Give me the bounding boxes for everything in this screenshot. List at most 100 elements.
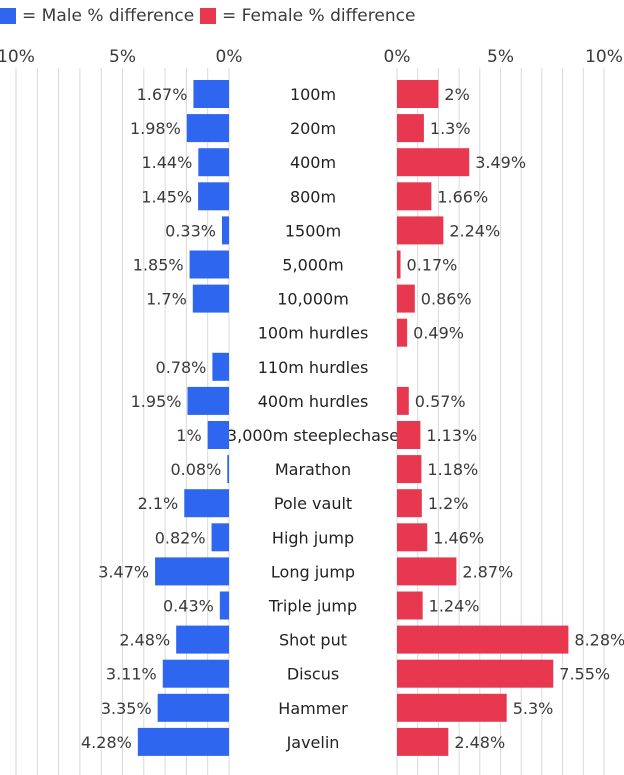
male-value-label: 1.45% <box>141 187 192 206</box>
female-bar <box>397 727 449 756</box>
category-label: 100m <box>290 85 336 104</box>
tick-label-right: 10% <box>585 47 623 67</box>
category-label: 110m hurdles <box>258 358 369 377</box>
category-label: Triple jump <box>268 597 357 616</box>
female-bar <box>397 386 409 415</box>
female-value-label: 1.18% <box>427 460 478 479</box>
male-value-label: 0.33% <box>165 221 216 240</box>
tick-label-left: 5% <box>109 47 136 67</box>
male-bar <box>219 591 229 620</box>
male-bar <box>198 148 229 177</box>
category-label: Hammer <box>278 699 348 718</box>
female-bar <box>397 216 444 245</box>
tick-label-right: 5% <box>487 47 514 67</box>
male-bar <box>192 284 229 313</box>
male-bar <box>207 421 229 449</box>
female-swatch <box>200 8 216 24</box>
female-bar <box>397 284 415 313</box>
female-bar <box>397 523 428 552</box>
male-value-label: 1.85% <box>133 256 184 275</box>
female-bar <box>397 114 424 143</box>
female-bar <box>397 80 439 108</box>
male-bar <box>221 216 229 245</box>
female-bar <box>397 318 408 347</box>
legend-label-female: = Female % difference <box>222 6 416 26</box>
female-bar <box>397 693 507 722</box>
female-value-label: 1.66% <box>437 187 488 206</box>
male-value-label: 3.47% <box>98 562 149 581</box>
male-value-label: 1% <box>176 426 201 445</box>
category-label: Shot put <box>279 631 347 650</box>
female-bar <box>397 591 423 620</box>
female-value-label: 2.87% <box>462 562 513 581</box>
female-value-label: 1.24% <box>429 597 480 616</box>
female-value-label: 0.49% <box>413 324 464 343</box>
male-bar <box>162 659 229 688</box>
female-value-label: 2% <box>444 85 469 104</box>
female-bar <box>397 250 401 279</box>
female-bar <box>397 557 457 586</box>
male-bar <box>193 80 229 108</box>
female-value-label: 7.55% <box>559 665 610 684</box>
female-value-label: 1.2% <box>428 494 469 513</box>
category-label: 3,000m steeplechase <box>227 426 399 445</box>
female-value-label: 5.3% <box>513 699 554 718</box>
male-value-label: 1.67% <box>137 85 188 104</box>
male-bar <box>187 386 229 415</box>
female-bar <box>397 182 432 211</box>
legend-label-male: = Male % difference <box>22 6 195 26</box>
female-bar <box>397 455 422 484</box>
category-label: Javelin <box>286 733 340 752</box>
male-value-label: 0.82% <box>155 528 206 547</box>
category-label: 5,000m <box>282 256 343 275</box>
tick-label-left: 10% <box>0 47 35 67</box>
female-value-label: 2.24% <box>449 221 500 240</box>
male-value-label: 4.28% <box>81 733 132 752</box>
category-label: Marathon <box>275 460 351 479</box>
category-label: 400m hurdles <box>258 392 369 411</box>
category-label: Long jump <box>271 562 355 581</box>
legend-item-male: = Male % difference <box>0 6 194 26</box>
male-value-label: 0.08% <box>170 460 221 479</box>
category-label: 100m hurdles <box>258 324 369 343</box>
male-value-label: 1.95% <box>131 392 182 411</box>
category-label: 800m <box>290 187 336 206</box>
female-value-label: 0.57% <box>415 392 466 411</box>
male-bar <box>155 557 229 586</box>
category-label: Pole vault <box>274 494 352 513</box>
male-bar <box>184 489 229 518</box>
category-label: 400m <box>290 153 336 172</box>
male-value-label: 1.7% <box>146 290 187 309</box>
female-value-label: 2.48% <box>454 733 505 752</box>
female-value-label: 0.86% <box>421 290 472 309</box>
female-bar <box>397 421 421 449</box>
male-bar <box>212 352 229 381</box>
male-bar <box>186 114 229 143</box>
female-value-label: 1.46% <box>433 528 484 547</box>
female-value-label: 8.28% <box>574 631 624 650</box>
category-label: High jump <box>272 528 354 547</box>
male-value-label: 0.78% <box>156 358 207 377</box>
male-bar <box>176 625 229 654</box>
male-bar <box>227 455 229 484</box>
category-label: Discus <box>287 665 339 684</box>
female-bar <box>397 659 554 688</box>
female-bar <box>397 489 422 518</box>
female-bar <box>397 625 569 654</box>
female-value-label: 1.3% <box>430 119 471 138</box>
male-bar <box>137 727 229 756</box>
male-swatch <box>0 8 16 24</box>
category-label: 10,000m <box>277 290 349 309</box>
tick-label-right: 0% <box>384 47 411 67</box>
male-value-label: 0.43% <box>163 597 214 616</box>
female-value-label: 1.13% <box>426 426 477 445</box>
tick-label-left: 0% <box>216 47 243 67</box>
male-bar <box>198 182 229 211</box>
female-value-label: 3.49% <box>475 153 526 172</box>
male-bar <box>211 523 229 552</box>
male-bar <box>189 250 229 279</box>
female-bar <box>397 148 470 177</box>
male-value-label: 2.1% <box>138 494 179 513</box>
male-bar <box>157 693 229 722</box>
male-value-label: 2.48% <box>119 631 170 650</box>
